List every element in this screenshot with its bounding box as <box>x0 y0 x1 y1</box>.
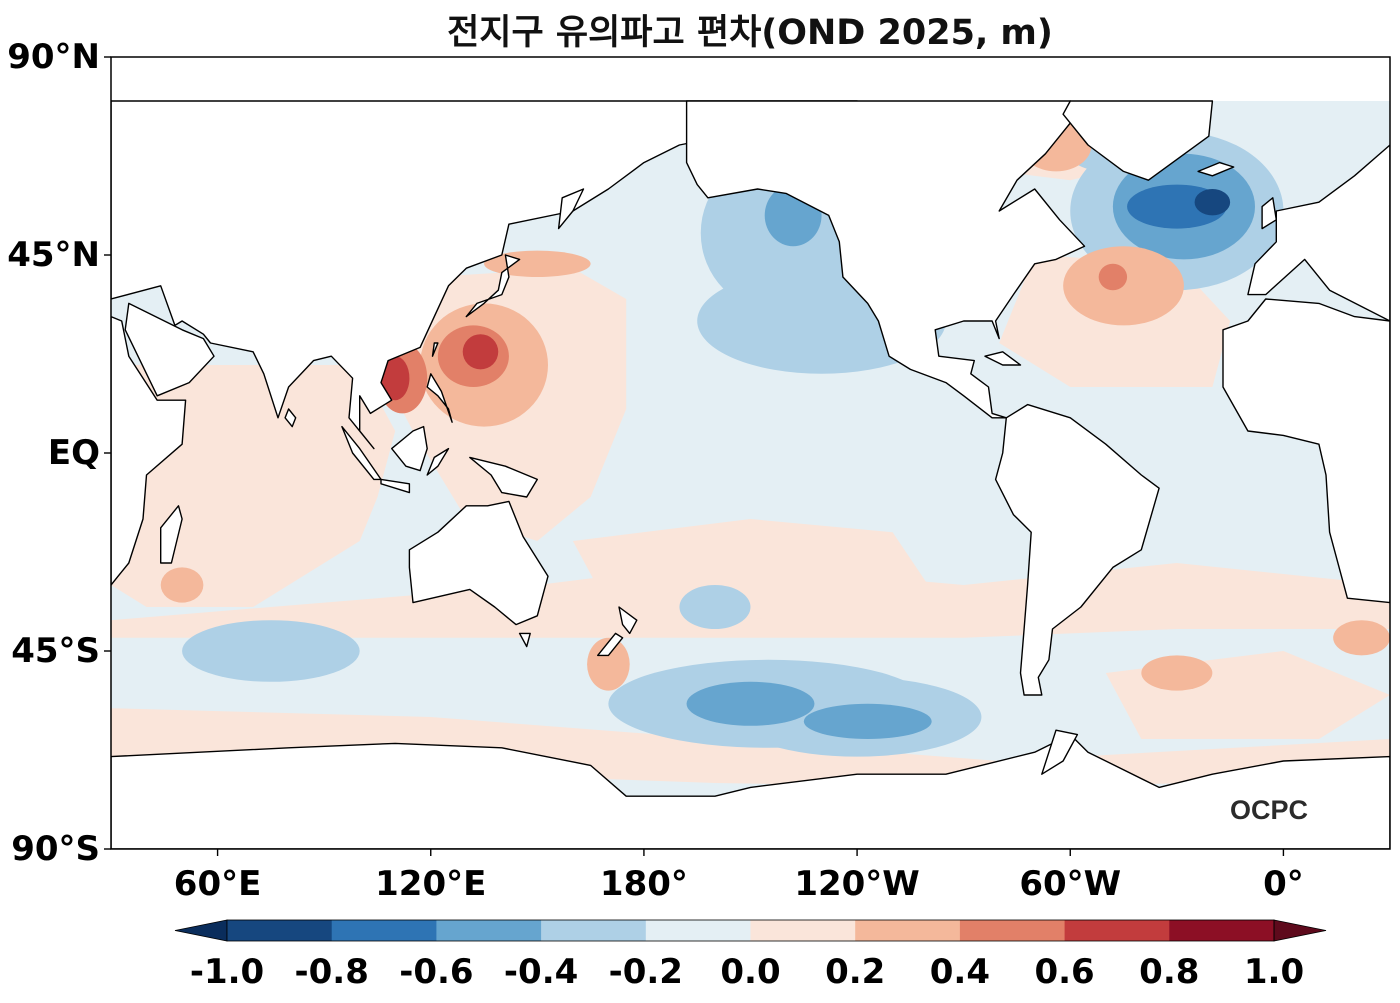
new-zealand-north <box>618 606 638 635</box>
positive-peak-south-china-sea <box>381 356 410 401</box>
colorbar-tick-label: 0.2 <box>825 952 886 992</box>
australia <box>408 500 549 626</box>
lon-tick-label: 60°E <box>173 864 262 904</box>
tasmania <box>518 632 531 648</box>
greenland <box>1062 100 1214 181</box>
north-america <box>685 100 1086 419</box>
colorbar-segment <box>227 920 333 941</box>
negative-core-south-pacific-west <box>686 681 815 726</box>
ocpc-logo: OCPC <box>1230 795 1309 825</box>
japan <box>465 254 521 318</box>
sakhalin-kamchatka <box>557 188 585 230</box>
negative-core-south-pacific-east <box>803 703 932 740</box>
lon-tick-label: 0° <box>1263 864 1304 904</box>
java <box>380 478 411 494</box>
positive-peak-philippine-sea <box>462 334 499 370</box>
africa-west <box>1222 298 1390 604</box>
lon-tick-label: 60°W <box>1019 864 1122 904</box>
negative-peak-north-atlantic-2 <box>1194 189 1231 216</box>
lat-tick-label: 45°S <box>11 631 100 671</box>
colorbar-extend-low <box>174 919 228 942</box>
colorbar <box>174 919 1327 942</box>
africa <box>111 315 187 586</box>
colorbar-tick-label: 0.6 <box>1034 952 1095 992</box>
positive-core-north-atlantic <box>1063 246 1184 326</box>
negative-zone-south-pacific-mid <box>679 585 751 629</box>
lat-tick-label: 90°N <box>7 37 100 77</box>
lat-tick-label: EQ <box>47 433 100 473</box>
iceland <box>1197 161 1235 177</box>
colorbar-outline <box>226 919 1275 942</box>
colorbar-segment <box>1064 920 1170 941</box>
eurasia <box>111 100 858 450</box>
colorbar-segment <box>436 920 542 941</box>
arabia <box>124 302 215 397</box>
cuba <box>984 351 1022 366</box>
positive-core-mozambique <box>160 567 204 603</box>
map-title: 전지구 유의파고 편차(OND 2025, m) <box>447 13 1053 53</box>
positive-zone-south-pacific <box>572 519 929 621</box>
colorbar-segment <box>645 920 751 941</box>
negative-zone-south-indian <box>182 620 360 682</box>
colorbar-tick-label: 0.4 <box>929 952 991 992</box>
colorbar-tick-label: -1.0 <box>189 952 265 992</box>
madagascar <box>159 505 183 564</box>
colorbar-tick-label: 0.0 <box>720 952 781 992</box>
lat-tick-label: 90°S <box>11 829 100 869</box>
positive-core-south-atlantic-east <box>1333 620 1390 656</box>
colorbar-tick-label: -0.6 <box>399 952 474 992</box>
philippines <box>426 373 453 423</box>
europe-west <box>1247 144 1390 322</box>
sulawesi <box>426 447 450 476</box>
colorbar-tick-label: -0.4 <box>503 952 579 992</box>
colorbar-tick-label: -0.2 <box>608 952 683 992</box>
colorbar-segment <box>331 920 437 941</box>
antarctica <box>111 733 1390 849</box>
colorbar-segment <box>959 920 1066 941</box>
borneo <box>391 425 428 472</box>
new-guinea <box>469 456 538 498</box>
colorbar-segment <box>855 920 961 941</box>
antarctic-peninsula <box>1041 729 1079 775</box>
india-sri-lanka <box>284 408 297 428</box>
colorbar-segment <box>541 920 647 941</box>
colorbar-tick-label: -0.8 <box>294 952 369 992</box>
new-zealand-south <box>597 632 624 657</box>
taiwan <box>431 342 439 357</box>
colorbar-tick-label: 0.8 <box>1139 952 1200 992</box>
lon-tick-label: 120°E <box>375 864 487 904</box>
colorbar-segment <box>1169 920 1275 941</box>
lon-tick-label: 180° <box>599 864 688 904</box>
colorbar-tick-label: 1.0 <box>1243 952 1305 992</box>
positive-core-south-tasman <box>587 637 630 691</box>
positive-core-south-atlantic <box>1141 655 1213 691</box>
lon-tick-label: 120°W <box>794 864 920 904</box>
britain <box>1261 197 1278 230</box>
colorbar-extend-high <box>1273 919 1327 942</box>
south-america <box>994 403 1160 696</box>
lat-tick-label: 45°N <box>7 235 100 275</box>
sumatra <box>341 425 382 481</box>
land-masses <box>111 100 1390 849</box>
axis-ticks <box>104 56 1285 856</box>
colorbar-segment <box>750 920 856 941</box>
positive-zone-atlantic-peak <box>1098 263 1128 291</box>
